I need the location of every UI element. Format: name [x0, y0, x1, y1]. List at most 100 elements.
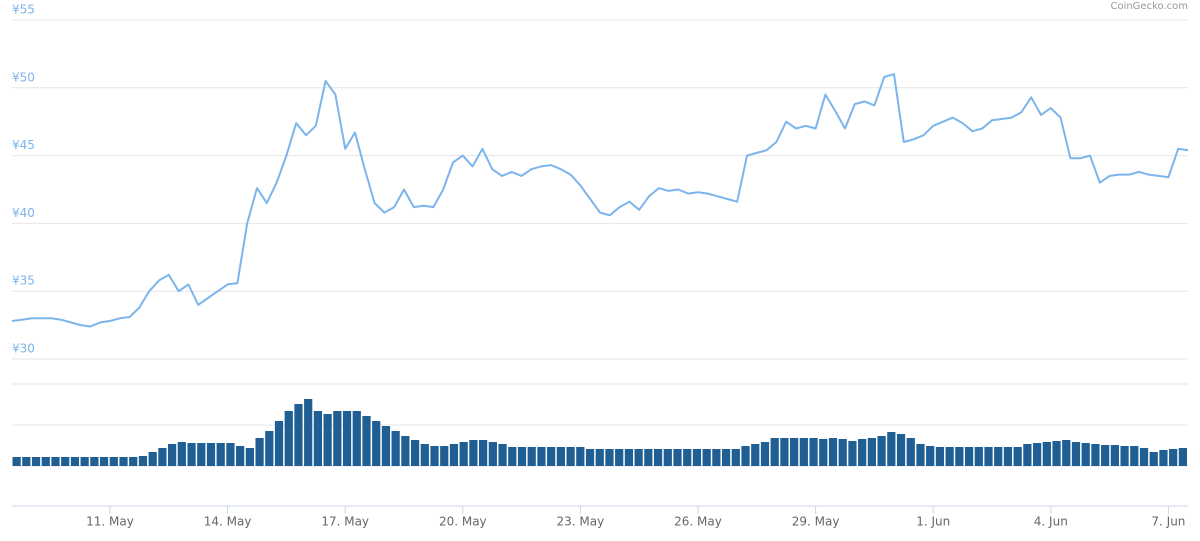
volume-bar — [644, 449, 653, 466]
volume-bar — [615, 449, 624, 466]
volume-bar — [323, 414, 332, 466]
volume-bar — [1023, 444, 1032, 466]
volume-bar — [391, 431, 400, 466]
volume-bar — [935, 447, 945, 466]
volume-bar — [595, 449, 604, 466]
volume-bar — [479, 440, 488, 466]
volume-bar — [187, 443, 196, 466]
volume-bar — [12, 457, 21, 466]
volume-bar — [547, 447, 556, 466]
volume-bar — [41, 457, 50, 466]
volume-bar — [634, 449, 643, 466]
volume-bar — [751, 444, 760, 466]
volume-bar — [828, 438, 838, 466]
x-tick-label: 11. May — [86, 515, 134, 529]
volume-bar — [780, 438, 789, 466]
volume-bar — [790, 438, 799, 466]
volume-bar — [945, 447, 954, 466]
volume-bar — [663, 449, 672, 466]
volume-bar — [440, 446, 449, 466]
volume-bar — [605, 449, 614, 466]
volume-bar — [1013, 447, 1022, 466]
x-tick-label: 1. Jun — [916, 515, 950, 529]
y-tick-label: ¥55 — [12, 3, 35, 17]
volume-bar — [964, 447, 974, 466]
y-tick-label: ¥35 — [12, 274, 35, 288]
volume-bar — [741, 446, 750, 466]
volume-bar — [362, 416, 371, 466]
x-tick-label: 26. May — [674, 515, 722, 529]
volume-bar — [459, 442, 468, 466]
volume-bar — [304, 399, 313, 466]
volume-bar — [1052, 441, 1061, 466]
volume-bar — [1081, 443, 1090, 466]
volume-bar — [926, 446, 935, 466]
x-tick-label: 7. Jun — [1151, 515, 1185, 529]
volume-bar — [177, 442, 186, 466]
volume-bar — [994, 447, 1003, 466]
volume-bar — [712, 449, 721, 466]
volume-bar — [673, 449, 682, 466]
volume-bar — [683, 449, 692, 466]
volume-bar — [906, 438, 915, 466]
volume-bar — [31, 457, 41, 466]
volume-bar — [1178, 448, 1187, 466]
x-tick-label: 14. May — [204, 515, 252, 529]
volume-bar — [109, 457, 118, 466]
volume-bar — [517, 447, 527, 466]
price-line — [11, 73, 1189, 328]
volume-bar — [819, 439, 828, 466]
volume-bar — [498, 444, 507, 466]
volume-bar — [809, 438, 818, 466]
volume-bar — [799, 438, 808, 466]
volume-bar — [148, 452, 157, 466]
volume-bar — [556, 447, 565, 466]
x-tick-label: 29. May — [792, 515, 840, 529]
volume-bar — [226, 443, 235, 466]
volume-bar — [381, 426, 391, 466]
volume-bar — [401, 436, 410, 466]
volume-bar — [206, 443, 216, 466]
volume-bar — [313, 411, 323, 466]
volume-bar — [721, 449, 731, 466]
volume-bar — [1130, 446, 1139, 466]
volume-bar — [245, 448, 254, 466]
volume-bar — [284, 411, 293, 466]
volume-bar — [838, 439, 847, 466]
x-tick-label: 17. May — [321, 515, 369, 529]
volume-bar — [585, 449, 595, 466]
volume-bar — [624, 449, 634, 466]
volume-bar — [410, 440, 420, 466]
volume-bar — [896, 434, 906, 466]
volume-bar — [1120, 446, 1129, 466]
volume-bar — [449, 444, 459, 466]
volume-bar — [138, 456, 148, 466]
volume-bar — [1101, 445, 1110, 466]
volume-bar — [488, 442, 497, 466]
volume-bar — [867, 438, 876, 466]
volume-bar — [352, 411, 361, 466]
volume-bar — [1091, 444, 1100, 466]
volume-bar — [80, 457, 89, 466]
x-tick-label: 4. Jun — [1034, 515, 1068, 529]
volume-bar — [576, 447, 585, 466]
volume-bar — [955, 447, 964, 466]
y-tick-label: ¥45 — [12, 138, 35, 152]
x-tick-label: 20. May — [439, 515, 487, 529]
volume-bar — [731, 449, 740, 466]
volume-bar — [51, 457, 60, 466]
volume-bar — [692, 449, 702, 466]
volume-bar — [236, 446, 245, 466]
volume-bar — [653, 449, 663, 466]
volume-bar — [887, 432, 896, 466]
volume-bar — [1071, 442, 1081, 466]
volume-bar — [1042, 442, 1051, 466]
volume-bar — [255, 438, 264, 466]
volume-bar — [99, 457, 109, 466]
volume-bar — [1139, 448, 1149, 466]
y-tick-label: ¥40 — [12, 206, 35, 220]
y-tick-label: ¥30 — [12, 342, 35, 356]
credit: CoinGecko.com — [1110, 1, 1188, 12]
volume-bar — [158, 448, 167, 466]
volume-bar — [1169, 449, 1178, 466]
